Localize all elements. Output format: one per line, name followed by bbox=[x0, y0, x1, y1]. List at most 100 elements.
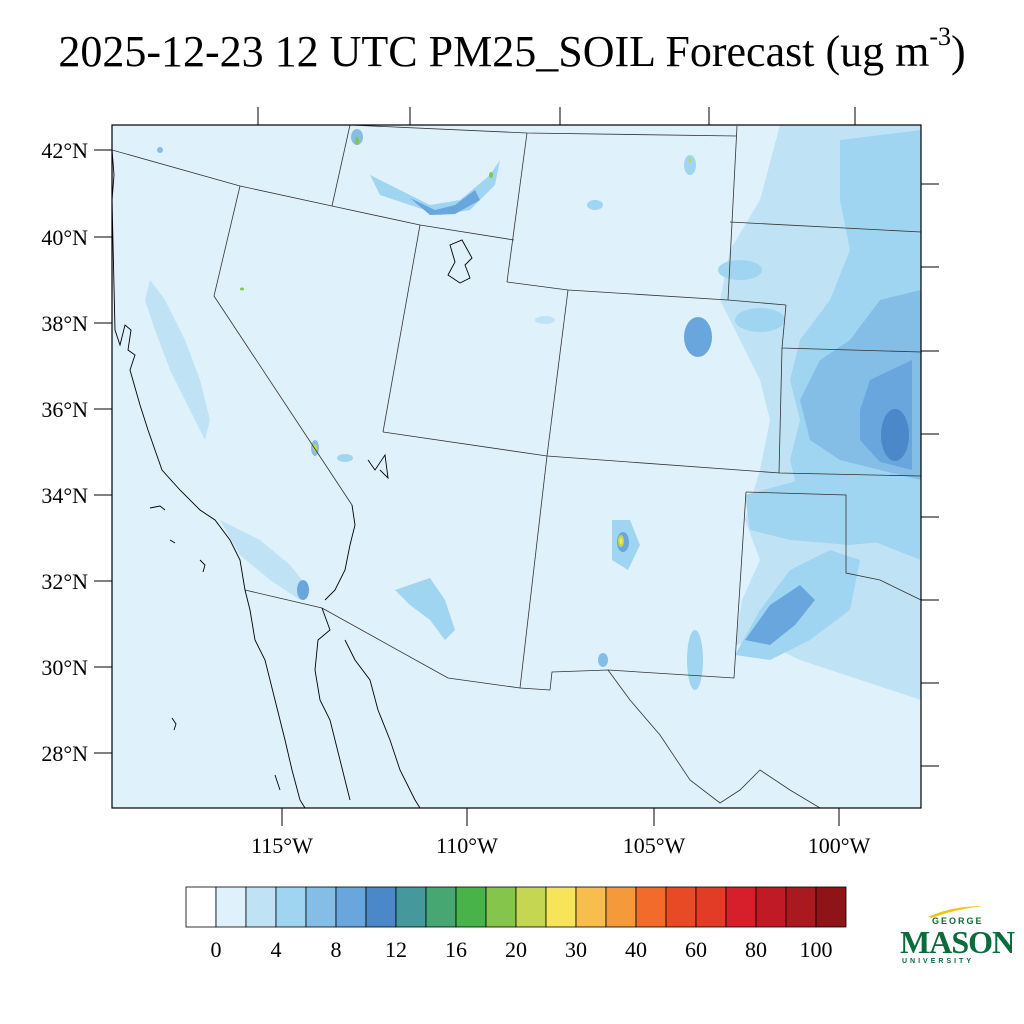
border-az-nm bbox=[519, 455, 548, 689]
border-mt-wy bbox=[349, 125, 738, 137]
colorbar-tick-label: 16 bbox=[445, 937, 467, 962]
field-socal-core bbox=[297, 580, 309, 600]
logo-george: GEORGE bbox=[932, 916, 984, 926]
colorbar-swatch bbox=[785, 886, 817, 928]
lat-label: 34°N bbox=[41, 483, 88, 508]
field-nm-south bbox=[687, 630, 703, 690]
hotspot-nm-center bbox=[619, 538, 623, 544]
colorbar-labels: 0 4 8 12 16 20 30 40 60 80 100 bbox=[211, 937, 833, 962]
lon-label: 105°W bbox=[623, 833, 686, 858]
title-close: ) bbox=[951, 27, 966, 76]
coast-baja-east bbox=[344, 639, 421, 808]
colorbar-tick-label: 4 bbox=[271, 937, 282, 962]
colorbar-tick-label: 0 bbox=[211, 937, 222, 962]
colorbar-swatch bbox=[665, 886, 697, 928]
colorbar-swatch bbox=[185, 886, 217, 928]
concentration-field bbox=[145, 125, 921, 700]
field-nv-spot2 bbox=[337, 454, 353, 462]
island-channel2 bbox=[169, 539, 176, 544]
border-ut-co bbox=[546, 289, 569, 457]
colorbar-swatch bbox=[395, 886, 427, 928]
border-us-mexico bbox=[244, 589, 551, 691]
logo-university: UNIVERSITY bbox=[902, 958, 975, 965]
field-texas-core bbox=[745, 585, 815, 645]
latitude-labels: 42°N 40°N 38°N 36°N 34°N 32°N 30°N 28°N bbox=[41, 138, 88, 766]
hotspot-ne-nv bbox=[240, 287, 244, 291]
logo-swoosh-icon bbox=[928, 906, 984, 918]
george-mason-logo: GEORGE MASON UNIVERSITY bbox=[896, 904, 1015, 968]
border-tx-mexico bbox=[607, 669, 821, 808]
chart-title: 2025-12-23 12 UTC PM25_SOIL Forecast (ug… bbox=[0, 24, 1024, 76]
lat-label: 36°N bbox=[41, 397, 88, 422]
colorbar-tick-label: 40 bbox=[625, 937, 647, 962]
island-cedros bbox=[274, 774, 281, 791]
coast-salt-lake bbox=[447, 239, 473, 284]
colorbar-swatch bbox=[545, 886, 577, 928]
lon-label: 110°W bbox=[436, 833, 498, 858]
colorbar-tick-label: 60 bbox=[685, 937, 707, 962]
field-colorado-blob2 bbox=[735, 308, 785, 332]
lat-label: 32°N bbox=[41, 569, 88, 594]
colorbar-tick-label: 12 bbox=[385, 937, 407, 962]
field-el-paso bbox=[598, 653, 608, 667]
border-sd-ne bbox=[729, 221, 921, 233]
colorbar-tick-label: 8 bbox=[331, 937, 342, 962]
state-boundaries bbox=[112, 125, 921, 808]
colorbar-swatch bbox=[575, 886, 607, 928]
colorbar-swatch bbox=[275, 886, 307, 928]
colorbar-swatch bbox=[695, 886, 727, 928]
colorbar-swatch bbox=[365, 886, 397, 928]
field-ut-spot bbox=[535, 316, 555, 324]
colorbar-tick-label: 80 bbox=[745, 937, 767, 962]
colorbar-swatch bbox=[425, 886, 457, 928]
title-exponent: -3 bbox=[929, 22, 951, 51]
border-ks-ok bbox=[778, 347, 783, 474]
field-socal bbox=[220, 520, 310, 600]
border-wy-sd bbox=[727, 125, 738, 301]
field-wy-spot bbox=[587, 200, 603, 210]
logo-mason: MASON bbox=[900, 924, 1015, 960]
island-channel1 bbox=[149, 505, 166, 511]
axis-ticks bbox=[94, 107, 939, 826]
coast-baja-gulf bbox=[314, 607, 351, 801]
hotspot-sd bbox=[688, 158, 692, 162]
lat-label: 30°N bbox=[41, 655, 88, 680]
island-guadalupe bbox=[171, 717, 177, 731]
field-az-patch bbox=[395, 578, 455, 640]
coast-sonora bbox=[324, 504, 356, 601]
colorbar-swatch bbox=[635, 886, 667, 928]
field-or-spot bbox=[157, 147, 163, 153]
border-wy-west bbox=[506, 132, 528, 283]
colorbar-swatch bbox=[515, 886, 547, 928]
colorbar-swatch bbox=[455, 886, 487, 928]
lat-label: 40°N bbox=[41, 225, 88, 250]
colorbar-swatch bbox=[485, 886, 517, 928]
coastlines bbox=[112, 149, 473, 808]
colorbar-swatch bbox=[335, 886, 367, 928]
map-frame bbox=[111, 124, 922, 809]
border-nv-ut bbox=[382, 224, 421, 433]
field-kansas-core bbox=[881, 409, 909, 461]
colorbar-tick-label: 20 bbox=[505, 937, 527, 962]
lon-label: 115°W bbox=[251, 833, 313, 858]
colorbar-swatch bbox=[305, 886, 337, 928]
title-text: 2025-12-23 12 UTC PM25_SOIL Forecast (ug… bbox=[58, 27, 930, 76]
longitude-labels: 115°W 110°W 105°W 100°W bbox=[251, 833, 870, 858]
lat-label: 28°N bbox=[41, 741, 88, 766]
border-wy-co bbox=[506, 281, 787, 306]
border-or-south bbox=[112, 149, 421, 226]
colorbar-tick-label: 30 bbox=[565, 937, 587, 962]
lon-label: 100°W bbox=[808, 833, 871, 858]
coast-pacific bbox=[112, 149, 306, 808]
colorbar-swatch bbox=[725, 886, 757, 928]
lat-label: 38°N bbox=[41, 311, 88, 336]
colorbar-swatch bbox=[755, 886, 787, 928]
colorbar-swatch bbox=[815, 886, 847, 928]
border-id-wy bbox=[331, 125, 351, 207]
border-id-ut bbox=[419, 224, 515, 241]
field-colorado-blob3 bbox=[718, 260, 762, 280]
lat-label: 42°N bbox=[41, 138, 88, 163]
field-ok-swath bbox=[745, 480, 900, 545]
hotspot-mt bbox=[355, 137, 359, 145]
